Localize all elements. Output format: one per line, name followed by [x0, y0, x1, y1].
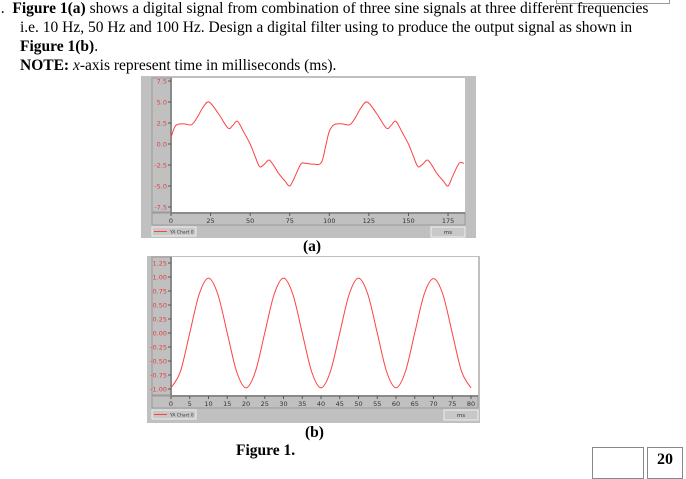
- caption-a: (a): [303, 238, 321, 256]
- plot-area: [172, 257, 478, 395]
- question-line-2: i.e. 10 Hz, 50 Hz and 100 Hz. Design a d…: [20, 18, 632, 37]
- x-tick-label: 125: [363, 217, 375, 225]
- x-tick-label: 35: [298, 400, 306, 408]
- y-tick-label: 7.5: [157, 78, 167, 86]
- y-tick-label: -1.00: [150, 386, 167, 394]
- legend-label: YA Chart 0: [169, 230, 194, 236]
- figure-ref-a: Figure 1(a): [12, 0, 85, 17]
- x-tick-label: 75: [448, 400, 456, 408]
- x-tick-label: 60: [392, 400, 400, 408]
- x-tick-label: 65: [411, 400, 419, 408]
- x-tick-label: 50: [246, 217, 254, 225]
- x-unit-label: ms: [457, 413, 465, 419]
- x-tick-label: 150: [402, 217, 414, 225]
- y-tick-label: -5.0: [154, 183, 167, 191]
- y-tick-label: 0.0: [157, 141, 167, 149]
- question-number: 2.: [0, 0, 5, 17]
- question-text-1: shows a digital signal from combination …: [86, 0, 649, 17]
- y-tick-label: 0.00: [153, 330, 167, 338]
- x-tick-label: 80: [467, 400, 475, 408]
- y-tick-label: 0.25: [153, 316, 167, 324]
- x-tick-label: 55: [373, 400, 381, 408]
- x-unit-label: ms: [444, 230, 452, 236]
- marks-total: 20: [648, 451, 682, 469]
- marks-total-box: 20: [647, 447, 683, 479]
- x-tick-label: 10: [204, 400, 212, 408]
- x-tick-label: 30: [279, 400, 287, 408]
- y-tick-label: -0.25: [150, 344, 167, 352]
- chart-svg: 7.5 5.0 2.5 0.0 -2.5 -5.0 -7.50 25 50 75 100 125 150…: [141, 76, 476, 238]
- x-tick-label: 70: [429, 400, 437, 408]
- y-tick-label: -0.50: [150, 358, 167, 366]
- x-tick-label: 0: [169, 217, 173, 225]
- x-tick-label: 100: [323, 217, 335, 225]
- x-tick-label: 175: [442, 217, 454, 225]
- x-tick-label: 75: [286, 217, 294, 225]
- legend-label: YA Chart 0: [169, 413, 194, 419]
- caption-b: (b): [305, 424, 324, 442]
- marks-awarded-box: [592, 447, 644, 479]
- figure-ref-b: Figure 1(b): [20, 38, 94, 55]
- note-line: NOTE: x-axis represent time in milliseco…: [20, 56, 336, 75]
- note-x: x: [69, 57, 80, 74]
- x-axis-strip: [152, 213, 465, 225]
- x-tick-label: 40: [317, 400, 325, 408]
- x-tick-label: 5: [188, 400, 192, 408]
- note-text: -axis represent time in milliseconds (ms…: [80, 57, 337, 74]
- x-tick-label: 25: [206, 217, 214, 225]
- period: .: [94, 38, 98, 55]
- y-tick-label: -7.5: [154, 204, 167, 212]
- note-label: NOTE:: [20, 57, 69, 74]
- y-tick-label: -0.75: [150, 372, 167, 380]
- x-tick-label: 45: [336, 400, 344, 408]
- x-tick-label: 0: [169, 400, 173, 408]
- figure-title: Figure 1.: [236, 442, 295, 460]
- y-tick-label: 1.00: [153, 274, 167, 282]
- x-tick-label: 20: [242, 400, 250, 408]
- y-tick-label: 5.0: [157, 99, 167, 107]
- y-tick-label: 1.25: [153, 260, 167, 268]
- x-tick-label: 25: [261, 400, 269, 408]
- x-tick-label: 15: [223, 400, 231, 408]
- chart-b: 1.25 1.00 0.75 0.50 0.25 0.00 -0.25 -0.50 -0.75 -…: [147, 256, 480, 423]
- y-tick-label: 2.5: [157, 120, 167, 128]
- y-tick-label: 0.75: [153, 288, 167, 296]
- question-line-3: Figure 1(b).: [20, 37, 98, 56]
- question-line-1: 2. Figure 1(a) shows a digital signal fr…: [0, 0, 648, 18]
- x-tick-label: 50: [354, 400, 362, 408]
- y-tick-label: 0.50: [153, 302, 167, 310]
- y-tick-label: -2.5: [154, 162, 167, 170]
- chart-svg: 1.25 1.00 0.75 0.50 0.25 0.00 -0.25 -0.50 -0.75 -…: [147, 256, 480, 423]
- plot-area: [172, 78, 465, 212]
